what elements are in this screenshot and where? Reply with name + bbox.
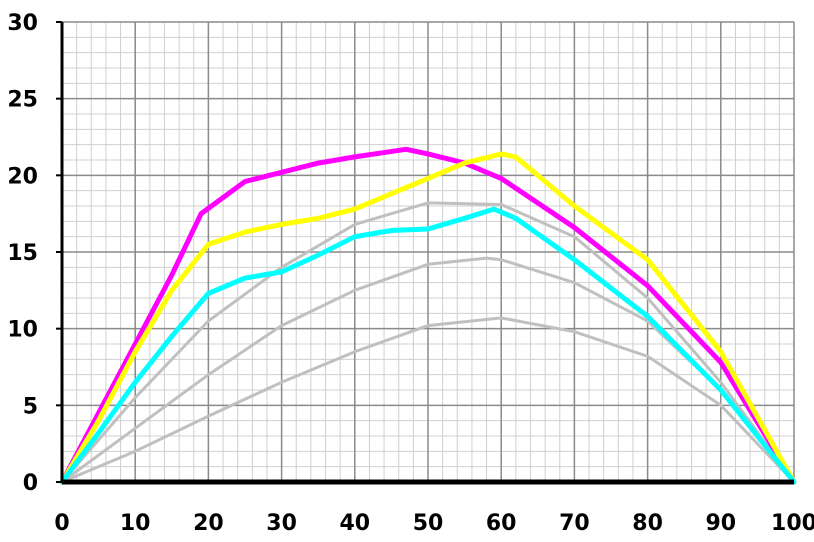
x-tick-label: 20 — [193, 511, 224, 536]
series-line-4 — [60, 201, 796, 484]
y-tick-label: 5 — [23, 394, 38, 419]
x-tick-label: 30 — [266, 511, 297, 536]
x-tick-label: 40 — [339, 511, 370, 536]
x-tick-label: 10 — [120, 511, 151, 536]
y-tick-label: 20 — [7, 164, 38, 189]
colored-series-group — [59, 146, 797, 485]
series-line-6 — [60, 316, 796, 484]
axes — [56, 21, 794, 485]
series-line-2 — [59, 151, 797, 485]
x-tick-label: 0 — [54, 511, 69, 536]
x-tick-label: 80 — [632, 511, 663, 536]
x-tick-label: 70 — [559, 511, 590, 536]
series-line-3 — [59, 206, 797, 485]
x-tick-label: 50 — [413, 511, 444, 536]
x-tick-label: 60 — [486, 511, 517, 536]
x-tick-labels: 0 10 20 30 40 50 60 70 80 90 100 — [54, 511, 814, 536]
gray-series-group — [60, 201, 796, 484]
y-tick-labels: 0 5 10 15 20 25 30 — [7, 11, 38, 496]
x-tick-label: 100 — [771, 511, 814, 536]
y-tick-label: 15 — [7, 241, 38, 266]
y-tick-label: 25 — [7, 88, 38, 113]
x-tick-label: 90 — [705, 511, 736, 536]
series-line-1 — [59, 146, 797, 485]
series-line-5 — [60, 256, 796, 484]
y-tick-label: 0 — [23, 471, 38, 496]
major-grid — [61, 21, 795, 483]
y-tick-label: 10 — [7, 318, 38, 343]
y-tick-label: 30 — [7, 11, 38, 36]
